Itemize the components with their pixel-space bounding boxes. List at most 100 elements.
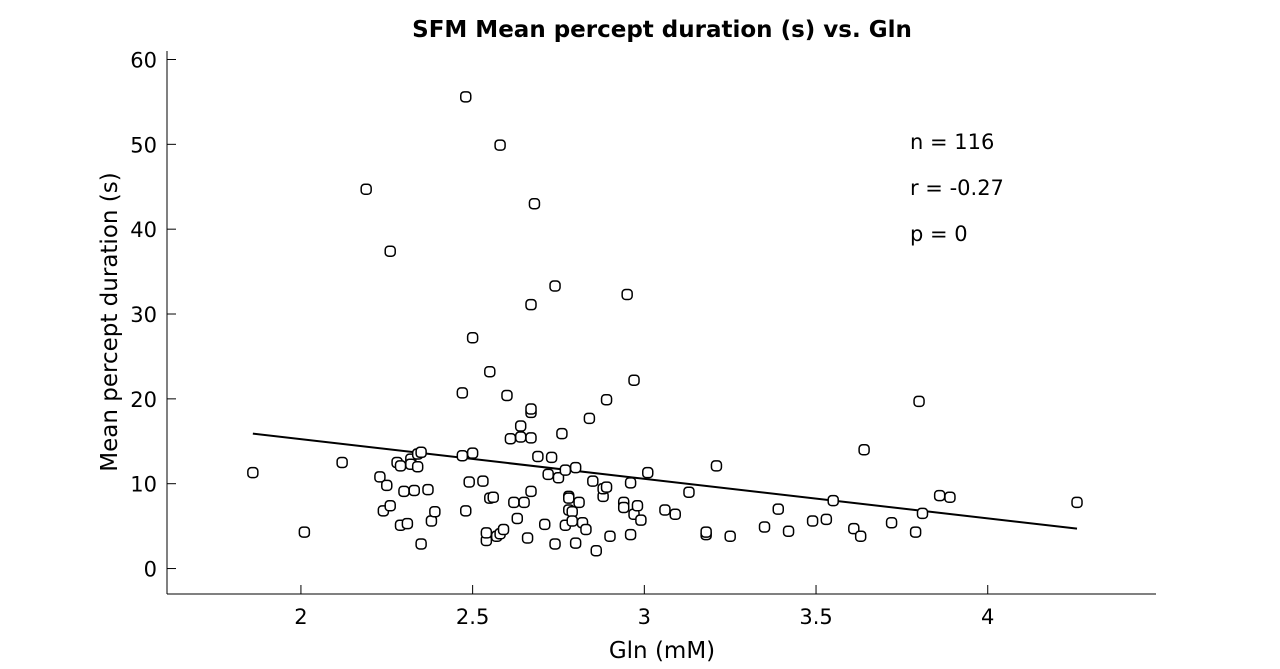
data-point: [552, 472, 565, 484]
data-point: [573, 496, 585, 509]
data-point: [724, 530, 736, 543]
data-point: [411, 460, 424, 473]
data-point: [659, 504, 671, 516]
data-point: [521, 532, 534, 544]
data-point: [494, 139, 506, 151]
data-point: [477, 475, 489, 487]
data-point: [480, 527, 493, 539]
data-point: [772, 503, 785, 515]
data-point: [885, 516, 898, 529]
data-point: [525, 432, 537, 444]
data-point: [460, 91, 472, 103]
data-point: [587, 475, 599, 487]
stat-annotation: p = 0: [910, 222, 968, 246]
data-point: [401, 517, 414, 530]
data-point: [621, 288, 633, 301]
data-point: [384, 245, 396, 257]
data-point: [590, 544, 603, 557]
data-point: [425, 515, 438, 527]
fit-line-group: [252, 432, 1078, 530]
y-tick-label: 30: [130, 303, 157, 327]
data-point: [508, 496, 520, 509]
data-point: [466, 332, 479, 344]
data-point: [700, 526, 712, 538]
data-point: [642, 466, 654, 479]
data-point: [525, 298, 537, 311]
data-point: [559, 464, 572, 476]
data-point: [525, 485, 537, 498]
data-point: [624, 528, 637, 541]
data-point: [569, 461, 582, 474]
x-axis-label: Gln (mM): [609, 638, 715, 664]
data-point: [518, 496, 530, 509]
data-point: [710, 460, 723, 472]
data-point: [827, 494, 839, 507]
data-point: [600, 393, 613, 406]
data-point: [415, 538, 427, 550]
y-axis-label: Mean percept duration (s): [97, 172, 123, 471]
data-point: [484, 365, 496, 378]
data-point: [429, 505, 441, 518]
data-point: [466, 447, 479, 459]
data-point: [583, 412, 596, 425]
data-point: [542, 468, 554, 481]
data-point: [394, 460, 407, 472]
stat-annotation: r = -0.27: [910, 176, 1004, 200]
data-point: [820, 513, 833, 526]
y-tick-label: 10: [130, 473, 157, 497]
data-point: [782, 525, 795, 537]
data-point: [563, 492, 575, 504]
data-point: [617, 501, 630, 514]
y-tick-label: 60: [130, 48, 157, 72]
data-point: [538, 518, 551, 531]
data-point: [909, 526, 922, 538]
data-point: [298, 526, 311, 538]
data-point: [916, 507, 929, 520]
data-point: [415, 446, 427, 459]
data-point: [456, 387, 469, 399]
data-point: [504, 432, 517, 445]
data-point: [422, 483, 434, 496]
x-tick-label: 2: [294, 605, 307, 629]
data-point: [497, 523, 510, 536]
data-point: [381, 479, 393, 492]
data-point: [758, 521, 771, 533]
data-point: [463, 476, 475, 488]
data-point: [848, 522, 860, 535]
regression-line: [252, 432, 1078, 530]
y-tick-label: 40: [130, 218, 157, 242]
data-point: [806, 515, 819, 527]
data-point: [566, 505, 578, 518]
x-tick-label: 3.5: [799, 605, 832, 629]
data-point: [854, 530, 867, 543]
x-tick-label: 3: [638, 605, 651, 629]
y-tick-label: 50: [130, 133, 157, 157]
y-tick-label: 0: [144, 558, 157, 582]
x-tick-label: 4: [981, 605, 994, 629]
data-point: [511, 512, 524, 525]
data-point: [669, 508, 681, 520]
data-point: [247, 466, 259, 479]
chart-title: SFM Mean percept duration (s) vs. Gln: [412, 17, 912, 43]
data-point: [525, 403, 537, 415]
data-point: [600, 481, 613, 493]
data-point: [628, 374, 640, 386]
data-point: [580, 523, 592, 536]
data-point: [360, 183, 372, 196]
data-point: [566, 515, 578, 527]
data-point: [624, 477, 637, 489]
data-point: [384, 500, 396, 512]
data-point: [933, 489, 946, 502]
data-point: [549, 538, 561, 550]
data-point: [631, 500, 644, 512]
data-point: [456, 449, 469, 462]
data-point: [501, 389, 513, 402]
data-point: [604, 530, 616, 543]
data-points: [247, 91, 1083, 557]
data-point: [549, 280, 561, 292]
data-point: [514, 420, 527, 432]
data-point: [683, 486, 695, 498]
data-point: [569, 537, 582, 549]
